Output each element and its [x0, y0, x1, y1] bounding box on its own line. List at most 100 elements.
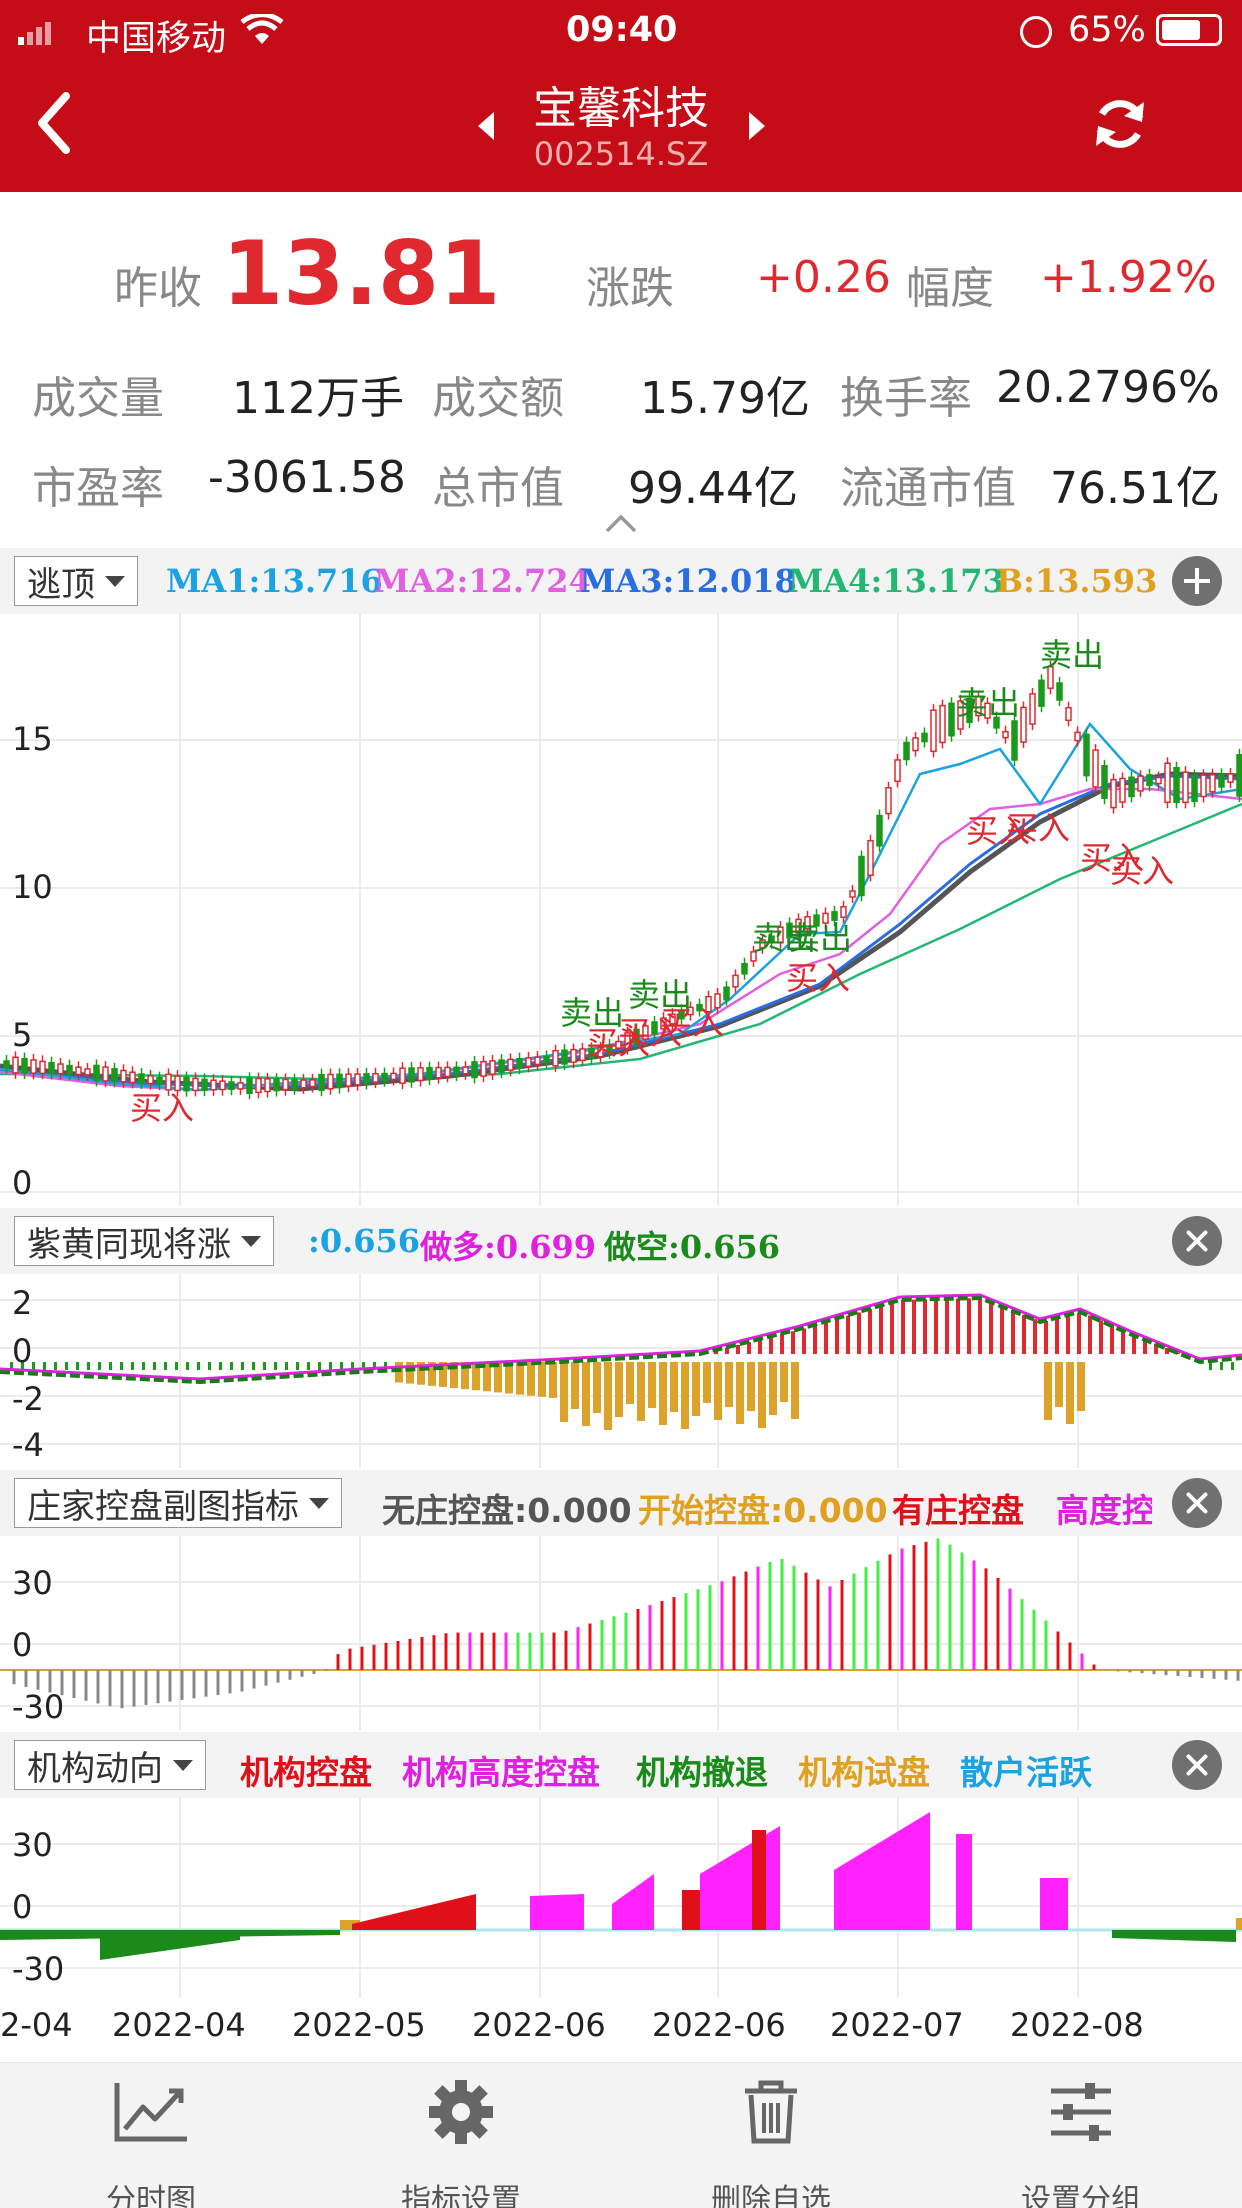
- sub3-indicator-dropdown[interactable]: 机构动向: [14, 1740, 206, 1790]
- candle: [597, 1047, 604, 1058]
- sub1-y-tick: 0: [12, 1332, 33, 1370]
- sub1-y-tick: -2: [12, 1380, 44, 1418]
- buy-signal: 买入: [618, 1014, 682, 1052]
- tab-set-group[interactable]: 设置分组: [956, 2063, 1206, 2208]
- sub1-bar: [1132, 1334, 1136, 1354]
- main-y-tick: 5: [12, 1016, 33, 1054]
- sub3-area: [1236, 1918, 1242, 1930]
- candle: [1011, 720, 1018, 761]
- candle: [498, 1059, 505, 1073]
- pe-label: 市盈率: [32, 463, 164, 514]
- sub1-neg-bar: [791, 1362, 799, 1419]
- candle: [1020, 706, 1027, 743]
- sub1-neg-bar: [615, 1362, 623, 1417]
- sub1-tick: [1209, 1362, 1212, 1370]
- sub1-neg-bar: [593, 1362, 601, 1413]
- sub2-indicator-label: 庄家控盘副图指标: [27, 1486, 299, 1527]
- sub2-legend-2: 开始控盘:0.000: [638, 1491, 888, 1530]
- sub1-tick: [164, 1362, 167, 1370]
- sub1-tick: [120, 1362, 123, 1370]
- refresh-button[interactable]: [1090, 94, 1150, 158]
- close-sub2-button[interactable]: [1172, 1478, 1222, 1528]
- sub1-tick: [1220, 1362, 1223, 1370]
- sub1-neg-bar: [505, 1362, 513, 1394]
- sub1-indicator-dropdown[interactable]: 紫黄同现将涨: [14, 1216, 274, 1266]
- candle: [687, 1006, 694, 1016]
- sub1-bar: [1077, 1312, 1081, 1354]
- sub1-neg-bar: [1077, 1362, 1085, 1411]
- collapse-chevron-icon[interactable]: [604, 512, 638, 538]
- candle: [1173, 766, 1180, 804]
- tab-set-group-label: 设置分组: [1021, 2183, 1141, 2208]
- sub1-bar: [956, 1298, 960, 1354]
- tab-remove-watchlist[interactable]: 删除自选: [646, 2063, 896, 2208]
- sub1-neg-bar: [714, 1362, 722, 1420]
- sub2-chart[interactable]: [0, 1536, 1242, 1730]
- float-cap-value: 76.51亿: [1050, 463, 1220, 514]
- turnover-rate-value: 20.2796%: [996, 362, 1220, 413]
- main-indicator-label: 逃顶: [27, 564, 95, 605]
- candle: [723, 986, 730, 1001]
- sub1-bar: [1121, 1330, 1125, 1354]
- candle: [48, 1061, 55, 1075]
- sub2-indicator-dropdown[interactable]: 庄家控盘副图指标: [14, 1478, 342, 1528]
- sub1-bar: [1055, 1318, 1059, 1354]
- sub1-bar: [780, 1334, 784, 1354]
- candle: [750, 951, 757, 962]
- sub1-tick: [65, 1362, 68, 1370]
- sub3-area: [530, 1894, 584, 1930]
- ma2-legend: MA2:12.724: [374, 562, 591, 600]
- sub1-chart[interactable]: [0, 1274, 1242, 1468]
- ma4-legend: MA4:13.173: [788, 562, 1005, 600]
- prev-stock-button[interactable]: [476, 110, 498, 146]
- candle: [3, 1060, 10, 1069]
- sub1-bar: [1176, 1352, 1180, 1354]
- sub3-area: [612, 1874, 654, 1930]
- candle: [282, 1078, 289, 1091]
- sub1-bar: [769, 1336, 773, 1354]
- candle: [642, 1025, 649, 1040]
- buy-signal: 买入: [1110, 852, 1174, 890]
- sell-signal: 卖出: [1040, 636, 1104, 674]
- x-tick: 2022-08: [1010, 2006, 1144, 2044]
- dropdown-caret-icon: [309, 1497, 329, 1509]
- sub3-chart[interactable]: [0, 1798, 1242, 1998]
- ma4-line: [0, 802, 1242, 1082]
- back-button[interactable]: [30, 88, 90, 158]
- candle: [993, 716, 1000, 729]
- candle: [444, 1066, 451, 1078]
- sub1-bar: [747, 1342, 751, 1354]
- tab-intraday-label: 分时图: [106, 2183, 196, 2208]
- candle: [1065, 706, 1072, 722]
- sub1-neg-bar: [516, 1362, 524, 1395]
- sub1-y-tick: -4: [12, 1426, 44, 1464]
- sub3-indicator-bar: 机构动向 机构控盘 机构高度控盘 机构撤退 机构试盘 散户活跃: [0, 1732, 1242, 1798]
- add-indicator-button[interactable]: [1172, 556, 1222, 606]
- candle: [921, 732, 928, 743]
- sub1-tick: [10, 1362, 13, 1370]
- tab-intraday[interactable]: 分时图: [26, 2063, 276, 2208]
- market-cap-label: 总市值: [432, 463, 564, 514]
- sub1-neg-bar: [659, 1362, 667, 1425]
- candle: [975, 695, 982, 717]
- candle: [1119, 777, 1126, 803]
- close-sub1-button[interactable]: [1172, 1216, 1222, 1266]
- candle: [714, 993, 721, 1009]
- buy-signal: 买入: [966, 812, 1030, 850]
- candle: [210, 1079, 217, 1091]
- main-indicator-dropdown[interactable]: 逃顶: [14, 556, 138, 606]
- sub3-y-tick: -30: [12, 1950, 65, 1988]
- next-stock-button[interactable]: [745, 110, 767, 146]
- close-sub3-button[interactable]: [1172, 1740, 1222, 1790]
- sub1-line-green: [0, 1295, 1242, 1385]
- candle: [885, 787, 892, 815]
- turnover-amount-label: 成交额: [432, 373, 564, 424]
- tab-indicator-settings[interactable]: 指标设置: [336, 2063, 586, 2208]
- x-tick: 2022-05: [292, 2006, 426, 2044]
- sub1-neg-bar: [670, 1362, 678, 1412]
- candle: [588, 1047, 595, 1060]
- sub1-bar: [725, 1347, 729, 1354]
- main-kline-chart[interactable]: 卖出 卖出 卖出 卖出 卖出 卖出 买入 买入 买入 买入 买入 买入 买入 买入 买入: [0, 614, 1242, 1206]
- candle: [1182, 771, 1189, 804]
- sub3-legend-3: 机构撤退: [636, 1753, 768, 1792]
